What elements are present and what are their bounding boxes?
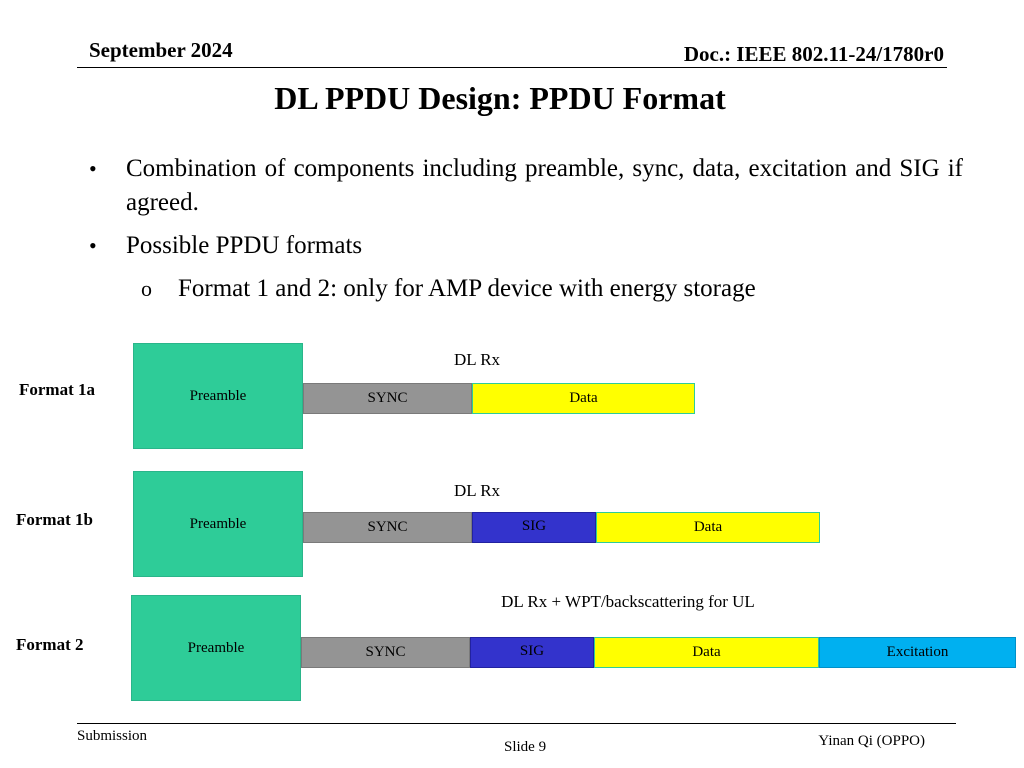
slide-title: DL PPDU Design: PPDU Format bbox=[274, 80, 726, 116]
header-doc-id: Doc.: IEEE 802.11-24/1780r0 bbox=[683, 42, 944, 66]
format-1a-data-block: Data bbox=[472, 383, 695, 414]
format-2-sig-block: SIG bbox=[470, 637, 594, 668]
format-2-excitation-block: Excitation bbox=[819, 637, 1016, 668]
footer-slide-number: Slide 9 bbox=[504, 739, 547, 755]
format-1a-preamble-block: Preamble bbox=[133, 343, 303, 449]
bullet-combination: Combination of components including prea… bbox=[126, 155, 963, 216]
format-2-rx-label: DL Rx + WPT/backscattering for UL bbox=[501, 592, 755, 611]
format-1b-sig-block: SIG bbox=[472, 512, 596, 543]
format-2-label: Format 2 bbox=[16, 635, 84, 654]
format-1a-sync-block: SYNC bbox=[303, 383, 472, 414]
format-1b-rx-label: DL Rx bbox=[453, 481, 501, 500]
format-1b-preamble-block: Preamble bbox=[133, 471, 303, 577]
format-2-data-block: Data bbox=[594, 637, 819, 668]
footer-author: Yinan Qi (OPPO) bbox=[818, 733, 925, 749]
format-1b-label: Format 1b bbox=[16, 510, 93, 529]
bullet-marker: • bbox=[89, 156, 97, 181]
header-divider bbox=[77, 67, 947, 68]
format-1b-data-block: Data bbox=[596, 512, 820, 543]
format-2-preamble-block: Preamble bbox=[131, 595, 301, 701]
bullet-possible-formats: Possible PPDU formats bbox=[126, 232, 363, 259]
sub-bullet-format-1-2: Format 1 and 2: only for AMP device with… bbox=[178, 275, 756, 302]
format-1b-sync-block: SYNC bbox=[303, 512, 472, 543]
format-1a-rx-label: DL Rx bbox=[453, 350, 501, 369]
footer-submission: Submission bbox=[77, 728, 148, 744]
bullet-marker: • bbox=[89, 233, 97, 258]
footer-divider bbox=[77, 723, 956, 724]
format-2-sync-block: SYNC bbox=[301, 637, 470, 668]
sub-bullet-marker: o bbox=[141, 276, 152, 301]
header-date: September 2024 bbox=[89, 38, 233, 62]
format-1a-label: Format 1a bbox=[19, 380, 96, 399]
